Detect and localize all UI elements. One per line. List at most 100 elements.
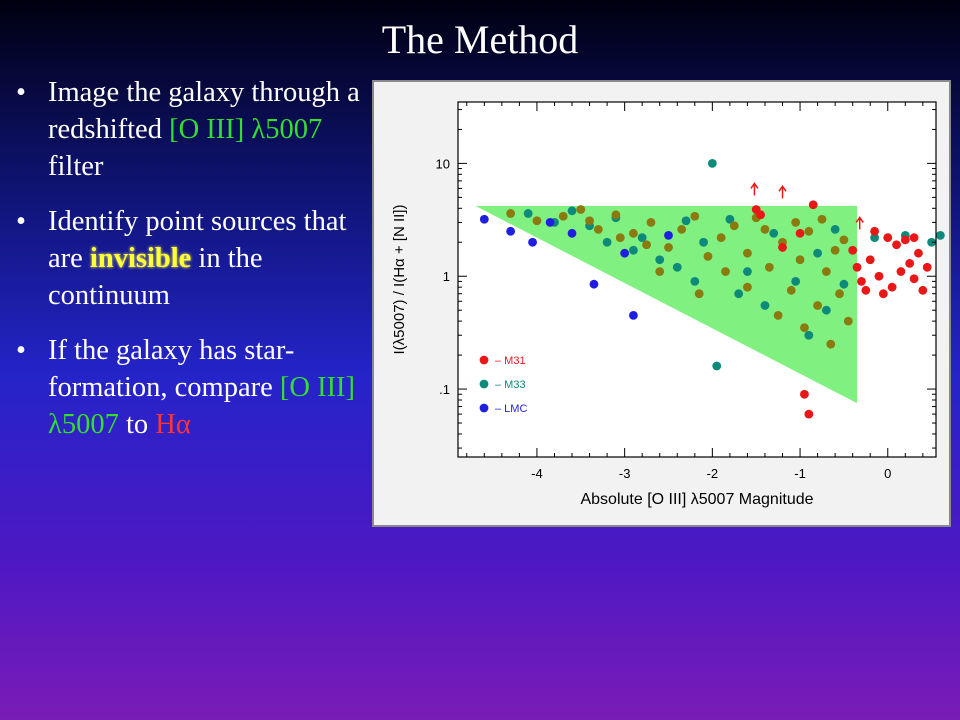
data-point-m31	[918, 285, 928, 295]
data-point-m31	[914, 248, 923, 258]
data-point-overlap	[813, 301, 822, 310]
data-point-overlap	[690, 211, 700, 221]
data-point-m33	[712, 361, 722, 371]
data-point-m33	[804, 330, 814, 340]
upper-limit-arrowhead	[855, 216, 864, 223]
data-point-m33	[523, 209, 533, 218]
data-point-m31	[892, 240, 901, 250]
bullet-dot: •	[16, 206, 26, 237]
data-point-overlap	[821, 267, 831, 276]
data-point-m31	[905, 258, 915, 268]
data-point-overlap	[786, 285, 796, 295]
y-tick-label: 10	[436, 156, 450, 171]
data-point-overlap	[629, 228, 638, 238]
data-point-m33	[655, 255, 665, 265]
data-point-m31	[861, 285, 871, 295]
data-point-m31	[857, 276, 866, 286]
data-point-lmc	[545, 217, 555, 227]
data-point-lmc	[528, 237, 537, 247]
data-point-m33	[870, 233, 880, 242]
data-point-m33	[769, 228, 779, 238]
data-point-overlap	[843, 316, 853, 326]
chart-figure: -4 -3 -2 -1 0 .1 1 10 Absolute [O III] λ5007 Mag…	[372, 80, 951, 527]
data-point-overlap	[576, 205, 586, 214]
data-point-m33	[734, 289, 744, 299]
bullet-text: in the continuum	[48, 243, 263, 311]
bullet-item: • Identify point sources that are invisi…	[14, 203, 364, 314]
data-point-overlap	[795, 255, 805, 265]
bullet-text: Image the galaxy through a redshifted	[48, 77, 360, 145]
legend-marker-lmc	[479, 403, 489, 413]
data-point-m33	[725, 214, 735, 224]
data-point-m31	[909, 233, 919, 242]
data-point-m33	[629, 245, 638, 255]
data-point-m33	[927, 237, 937, 247]
data-point-overlap	[764, 262, 774, 272]
data-point-overlap	[558, 211, 568, 221]
bullet-dot: •	[16, 335, 26, 366]
data-point-lmc	[506, 226, 516, 236]
data-point-overlap	[615, 233, 625, 242]
data-point-overlap	[743, 248, 752, 258]
data-point-m33	[690, 276, 700, 286]
bullet-item: • Image the galaxy through a redshifted …	[14, 74, 364, 185]
data-point-m33	[813, 248, 822, 258]
data-point-lmc	[664, 231, 673, 240]
data-point-overlap	[585, 216, 594, 226]
data-point-overlap	[743, 282, 752, 292]
data-point-m31	[922, 262, 932, 272]
data-point-overlap	[835, 289, 844, 299]
data-point-overlap	[655, 267, 665, 276]
data-point-m31	[874, 271, 884, 281]
bullet-text: Identify point sources that are	[48, 206, 347, 274]
data-point-m33	[791, 276, 801, 286]
x-tick-label: -3	[619, 466, 631, 481]
data-point-m33	[743, 267, 752, 276]
x-tick-label: -1	[794, 466, 806, 481]
data-point-lmc	[589, 279, 599, 289]
data-point-overlap	[677, 225, 687, 234]
data-point-m31	[808, 200, 818, 210]
data-point-overlap	[646, 217, 656, 227]
data-point-lmc	[567, 228, 577, 238]
data-point-lmc	[629, 310, 638, 320]
x-axis-label: Absolute [O III] λ5007 Magnitude	[580, 491, 813, 508]
data-point-m33	[830, 225, 840, 234]
data-point-m33	[602, 237, 612, 247]
data-point-overlap	[839, 235, 849, 245]
data-point-m31	[800, 389, 809, 399]
data-point-m31	[804, 409, 814, 419]
data-point-m33	[760, 301, 770, 310]
legend-label-lmc: – LMC	[495, 403, 527, 415]
data-point-m33	[681, 216, 691, 226]
upper-limit-arrowhead	[778, 185, 787, 192]
bullet-text: to	[118, 409, 156, 440]
data-point-lmc	[479, 214, 489, 224]
upper-limit-arrowhead	[750, 182, 759, 189]
data-point-m31	[887, 282, 897, 292]
data-point-overlap	[721, 267, 730, 276]
data-point-m31	[909, 274, 919, 284]
data-point-overlap	[826, 339, 836, 349]
data-point-overlap	[800, 323, 809, 333]
y-axis-label: I(λ5007) / I(Hα + [N II])	[391, 205, 408, 355]
data-point-m31	[870, 226, 880, 236]
invisible-highlight: invisible	[89, 243, 192, 274]
bullet-dot: •	[16, 77, 26, 108]
data-point-m31	[878, 289, 888, 299]
data-point-m33	[699, 237, 708, 247]
data-point-m33	[935, 231, 945, 240]
data-point-m31	[778, 243, 787, 252]
data-point-overlap	[773, 310, 783, 320]
data-point-m33	[567, 206, 577, 216]
data-point-overlap	[716, 233, 726, 242]
data-point-overlap	[729, 221, 739, 231]
data-point-overlap	[830, 245, 840, 255]
data-point-overlap	[664, 243, 673, 252]
data-point-m31	[795, 228, 805, 238]
scatter-chart: -4 -3 -2 -1 0 .1 1 10 Absolute [O III] λ5007 Mag…	[391, 101, 945, 508]
data-point-overlap	[804, 226, 814, 236]
data-point-lmc	[620, 248, 630, 258]
bullet-item: • If the galaxy has star-formation, comp…	[14, 332, 364, 443]
data-point-m33	[821, 305, 831, 315]
